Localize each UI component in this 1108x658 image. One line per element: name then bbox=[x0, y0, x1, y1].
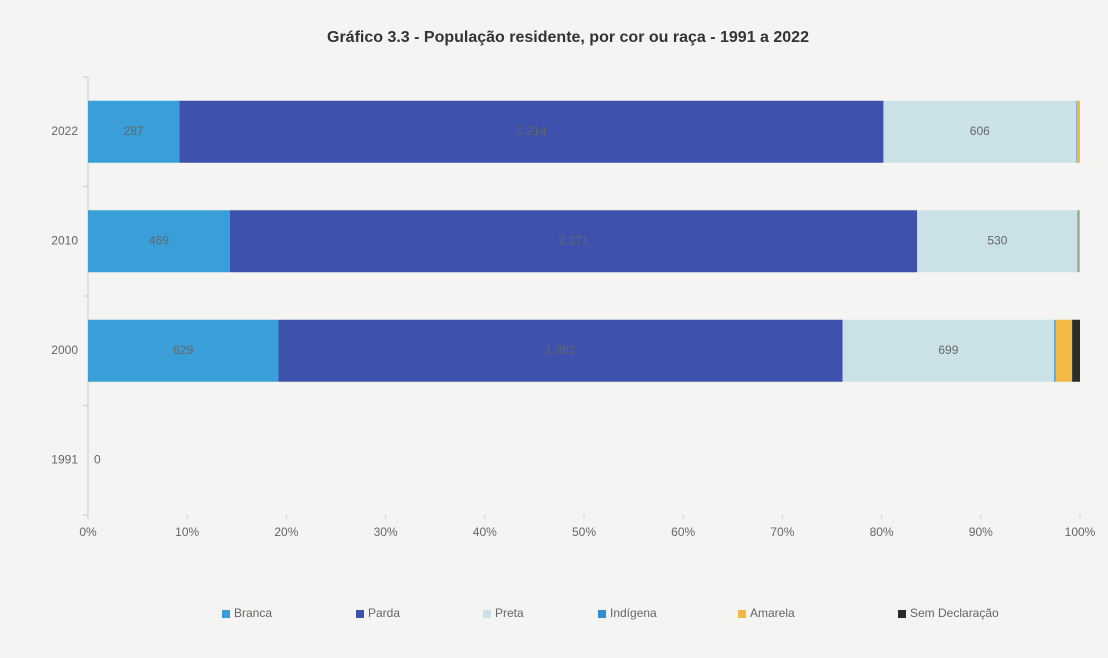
bar-segment bbox=[88, 100, 180, 163]
legend-label: Branca bbox=[234, 606, 272, 620]
bar-segment bbox=[179, 100, 884, 163]
legend-label: Sem Declaração bbox=[910, 606, 999, 620]
bar-segment bbox=[1054, 319, 1056, 382]
data-label: 2.214 bbox=[516, 124, 546, 138]
data-label: 629 bbox=[173, 343, 193, 357]
data-label: 2.271 bbox=[559, 233, 589, 247]
chart-title: Gráfico 3.3 - População residente, por c… bbox=[327, 29, 809, 46]
data-label: 699 bbox=[938, 343, 958, 357]
legend-swatch bbox=[483, 610, 491, 618]
bar-segment bbox=[1078, 210, 1080, 273]
bar-segment bbox=[88, 210, 230, 273]
bar-segment bbox=[1072, 319, 1080, 382]
x-tick-label: 0% bbox=[79, 525, 97, 539]
bar-segment bbox=[278, 319, 843, 382]
x-tick-label: 70% bbox=[770, 525, 794, 539]
y-tick-label: 2010 bbox=[51, 233, 78, 247]
bar-segment bbox=[1076, 100, 1080, 163]
data-label: 469 bbox=[149, 233, 169, 247]
bar-segment bbox=[88, 319, 279, 382]
data-label: 1.862 bbox=[546, 343, 576, 357]
y-tick-label: 2000 bbox=[51, 343, 78, 357]
legend-label: Amarela bbox=[750, 606, 795, 620]
x-tick-label: 90% bbox=[969, 525, 993, 539]
x-tick-label: 50% bbox=[572, 525, 596, 539]
bar-segment bbox=[1076, 100, 1077, 163]
y-tick-label: 2022 bbox=[51, 124, 78, 138]
bar-segment bbox=[1055, 319, 1073, 382]
legend-label: Parda bbox=[368, 606, 400, 620]
bar-segment bbox=[883, 100, 1077, 163]
bar-segment bbox=[842, 319, 1055, 382]
legend-swatch bbox=[898, 610, 906, 618]
data-label: 606 bbox=[970, 124, 990, 138]
x-tick-label: 30% bbox=[374, 525, 398, 539]
legend-swatch bbox=[356, 610, 364, 618]
bar-segment bbox=[229, 210, 918, 273]
y-tick-label: 1991 bbox=[51, 452, 78, 466]
data-label: 287 bbox=[124, 124, 144, 138]
x-tick-label: 40% bbox=[473, 525, 497, 539]
x-tick-label: 60% bbox=[671, 525, 695, 539]
legend-swatch bbox=[598, 610, 606, 618]
legend-swatch bbox=[222, 610, 230, 618]
legend-label: Indígena bbox=[610, 606, 657, 620]
x-tick-label: 80% bbox=[870, 525, 894, 539]
x-tick-label: 10% bbox=[175, 525, 199, 539]
legend-swatch bbox=[738, 610, 746, 618]
legend-label: Preta bbox=[495, 606, 524, 620]
data-label: 530 bbox=[987, 233, 1007, 247]
data-label: 0 bbox=[94, 452, 101, 466]
bar-segment bbox=[1077, 210, 1079, 273]
x-tick-label: 100% bbox=[1065, 525, 1096, 539]
bar-segment bbox=[917, 210, 1078, 273]
x-tick-label: 20% bbox=[274, 525, 298, 539]
